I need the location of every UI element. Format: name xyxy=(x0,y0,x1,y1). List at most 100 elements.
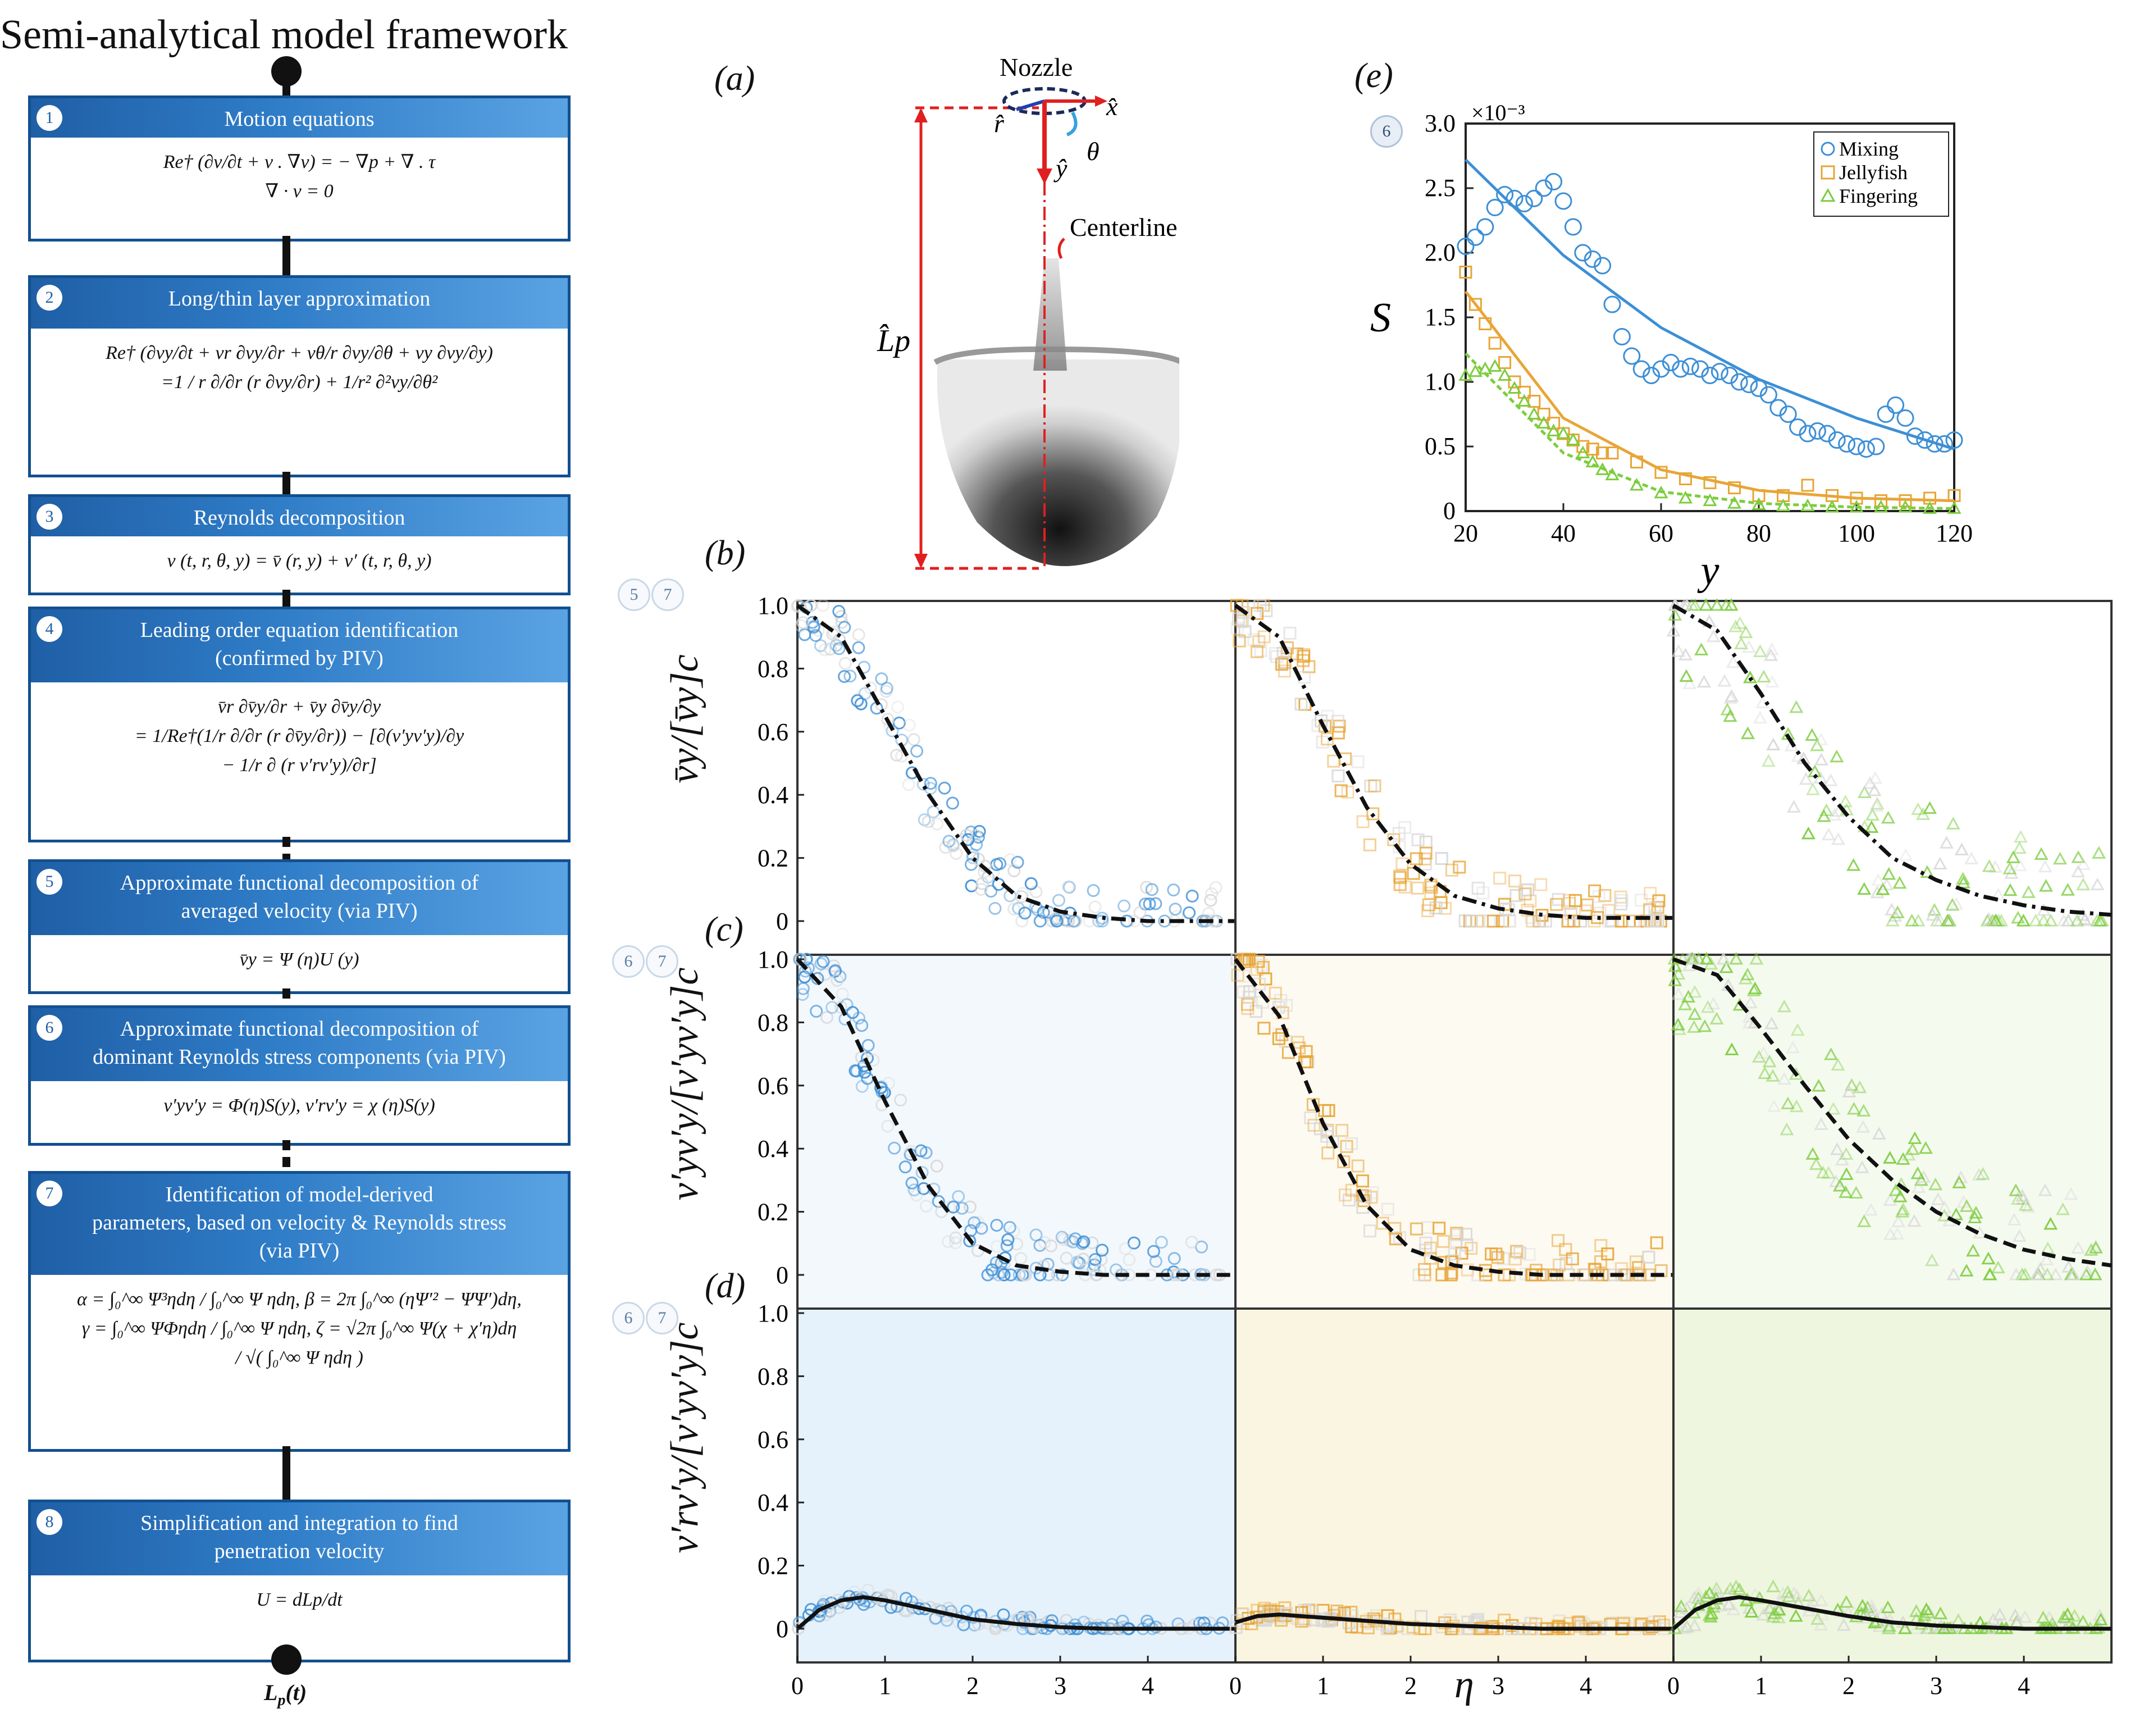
legend-entry: Fingering xyxy=(1839,185,1918,207)
data-point xyxy=(1488,359,1502,372)
data-point xyxy=(1419,1236,1433,1250)
data-point xyxy=(1702,1608,1717,1621)
step-3: 3 Reynolds decomposition v (t, r, θ, y) = … xyxy=(28,494,571,595)
data-point xyxy=(1964,851,1979,864)
data-point xyxy=(1883,1193,1897,1206)
data-point xyxy=(804,599,818,612)
data-point xyxy=(1805,782,1820,795)
data-point xyxy=(1527,407,1541,420)
data-point xyxy=(2034,847,2049,860)
data-point xyxy=(1922,801,1937,814)
data-point xyxy=(1722,1597,1736,1610)
data-point xyxy=(1789,700,1804,713)
data-point xyxy=(1911,913,1926,927)
data-point xyxy=(1623,347,1641,365)
data-point xyxy=(1732,1582,1747,1595)
data-point xyxy=(1691,360,1709,378)
data-point xyxy=(1614,914,1628,928)
data-point xyxy=(1366,1186,1379,1200)
data-point xyxy=(1752,489,1766,502)
data-point xyxy=(1740,967,1755,981)
data-point xyxy=(1835,1152,1849,1166)
data-point xyxy=(2003,862,2017,874)
data-point xyxy=(1734,636,1749,650)
data-point xyxy=(1710,363,1728,381)
data-point xyxy=(1552,1234,1565,1247)
data-point xyxy=(1893,1190,1908,1202)
data-point xyxy=(1532,914,1545,928)
data-point xyxy=(831,974,844,987)
data-point xyxy=(1363,838,1376,851)
data-point xyxy=(1250,963,1263,976)
data-point xyxy=(955,1201,969,1215)
data-point xyxy=(1983,1267,1997,1281)
equation-line: ∇ · v = 0 xyxy=(265,181,334,202)
data-point xyxy=(1830,749,1844,763)
data-point xyxy=(1458,368,1473,381)
end-label-main: L xyxy=(264,1680,278,1705)
data-point xyxy=(1956,872,1970,885)
data-point xyxy=(1766,1069,1780,1082)
data-point xyxy=(902,778,915,791)
data-point xyxy=(1496,186,1514,203)
data-point xyxy=(1632,360,1650,378)
data-point xyxy=(1827,808,1842,821)
data-point xyxy=(1758,1066,1772,1079)
legend-entry: Mixing xyxy=(1839,138,1899,160)
x-tick-label: 80 xyxy=(1746,520,1771,547)
data-point xyxy=(1945,431,1963,449)
data-point xyxy=(1063,1234,1076,1247)
data-point xyxy=(1751,497,1766,510)
data-point xyxy=(1937,1621,1951,1634)
data-point xyxy=(795,619,808,632)
data-point xyxy=(1992,1607,2007,1620)
data-point xyxy=(1535,179,1553,197)
data-point xyxy=(1633,1619,1646,1632)
equation-line: α = ∫₀^∞ Ψ³ηdη / ∫₀^∞ Ψ ηdη, β = 2π ∫₀^∞… xyxy=(77,1289,522,1310)
data-point xyxy=(946,796,959,810)
data-point xyxy=(1651,914,1664,928)
data-point xyxy=(1855,1160,1869,1173)
data-point xyxy=(1493,872,1507,885)
data-point xyxy=(2013,858,2028,872)
data-point xyxy=(1814,753,1828,766)
data-point xyxy=(1901,1147,1916,1161)
data-point xyxy=(1595,462,1610,475)
data-point xyxy=(1842,1085,1856,1097)
data-point xyxy=(852,641,865,654)
r-axis-arrow xyxy=(1016,99,1045,111)
data-point xyxy=(1335,1124,1349,1137)
data-point xyxy=(801,962,815,975)
panel-b-badge-2: 7 xyxy=(651,578,684,611)
data-point xyxy=(1916,431,1934,449)
data-point xyxy=(1366,807,1380,821)
data-point xyxy=(1250,645,1263,658)
data-point xyxy=(947,1200,960,1214)
data-point xyxy=(881,1119,895,1133)
data-point xyxy=(1185,1236,1198,1249)
y-tick-label: 1.5 xyxy=(1425,303,1456,331)
equation-line: Re† (∂v/∂t + v . ∇v) = − ∇p + ∇ . τ xyxy=(163,152,436,172)
step-2: 2 Long/thin layer approximation Re† (∂vy/∂… xyxy=(28,275,571,477)
data-point xyxy=(1356,815,1370,828)
data-point xyxy=(1909,1604,1924,1617)
data-point xyxy=(1740,376,1758,394)
data-point xyxy=(1615,894,1629,907)
data-point xyxy=(1883,1227,1897,1240)
data-point xyxy=(1872,1127,1886,1140)
data-point xyxy=(1277,657,1290,670)
data-point xyxy=(1766,1579,1781,1592)
data-point xyxy=(1876,882,1890,895)
data-point xyxy=(1618,1619,1632,1633)
data-point xyxy=(1911,802,1926,815)
data-point xyxy=(1982,859,1996,872)
data-point xyxy=(1912,1180,1926,1193)
data-point xyxy=(1141,1614,1154,1628)
data-point xyxy=(1167,1252,1181,1265)
data-point xyxy=(1781,1096,1795,1110)
data-point xyxy=(890,749,904,762)
data-point xyxy=(1044,1239,1058,1252)
data-point xyxy=(1717,674,1732,687)
fit-curve xyxy=(1465,158,1955,450)
data-point xyxy=(1445,1266,1458,1279)
